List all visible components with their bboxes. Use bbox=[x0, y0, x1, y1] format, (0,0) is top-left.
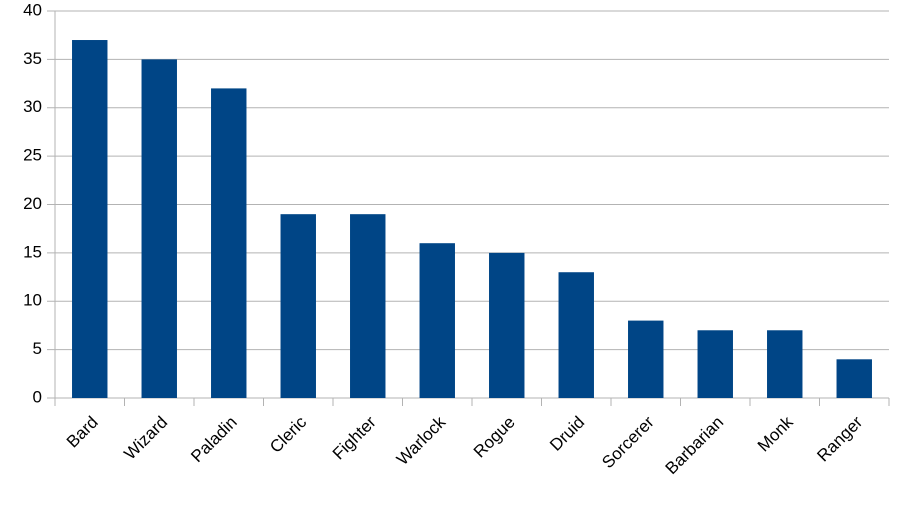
bar bbox=[836, 359, 872, 398]
bar bbox=[419, 243, 455, 398]
bar bbox=[558, 272, 594, 398]
y-tick-label: 0 bbox=[33, 387, 42, 406]
x-tick-label: Druid bbox=[546, 413, 588, 455]
x-tick-label: Bard bbox=[63, 413, 102, 452]
y-tick-label: 35 bbox=[23, 49, 42, 68]
x-tick-label: Fighter bbox=[329, 412, 380, 463]
y-tick-label: 15 bbox=[23, 242, 42, 261]
y-tick-label: 5 bbox=[33, 339, 42, 358]
x-tick-label: Wizard bbox=[120, 413, 171, 464]
bar bbox=[489, 252, 525, 398]
bar bbox=[280, 214, 316, 398]
y-tick-label: 10 bbox=[23, 291, 42, 310]
bar bbox=[767, 330, 803, 398]
bar bbox=[211, 88, 247, 399]
x-tick-label: Cleric bbox=[266, 412, 311, 457]
x-tick-label: Warlock bbox=[393, 412, 450, 469]
bar bbox=[72, 40, 108, 399]
x-tick-label: Sorcerer bbox=[598, 412, 658, 472]
x-tick-label: Barbarian bbox=[662, 413, 728, 479]
x-tick-label: Monk bbox=[754, 412, 797, 455]
bar bbox=[697, 330, 733, 398]
x-tick-label: Ranger bbox=[813, 412, 866, 465]
bar bbox=[141, 59, 177, 398]
y-tick-label: 20 bbox=[23, 194, 42, 213]
x-tick-label: Paladin bbox=[187, 413, 241, 467]
x-tick-label: Rogue bbox=[470, 413, 519, 462]
bar bbox=[628, 320, 664, 398]
y-tick-label: 40 bbox=[23, 0, 42, 19]
y-tick-label: 30 bbox=[23, 97, 42, 116]
bar bbox=[350, 214, 386, 398]
y-tick-label: 25 bbox=[23, 146, 42, 165]
